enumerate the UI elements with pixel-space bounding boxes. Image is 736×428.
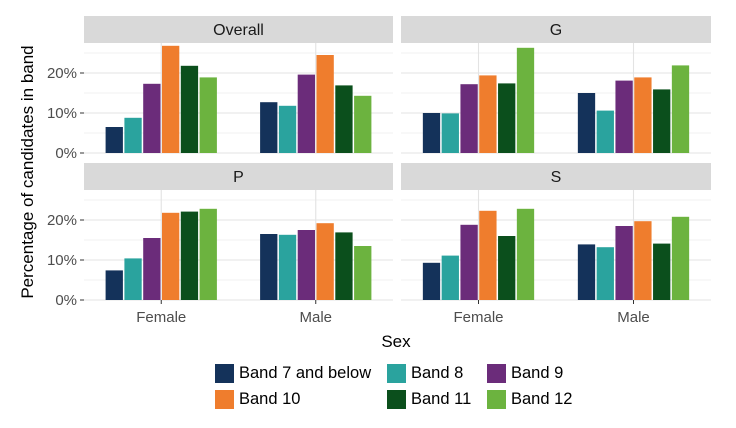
legend-swatch bbox=[215, 389, 234, 409]
bar bbox=[316, 55, 334, 153]
x-tick-label: Female bbox=[136, 309, 186, 326]
facet-strip bbox=[401, 16, 711, 43]
bar bbox=[460, 84, 478, 153]
legend-item: Band 8 bbox=[387, 362, 487, 384]
facet-panel: G bbox=[401, 16, 711, 154]
legend-item: Band 10 bbox=[215, 388, 387, 410]
bar bbox=[260, 234, 278, 300]
bar bbox=[335, 85, 353, 153]
bar bbox=[516, 208, 535, 300]
legend-swatch bbox=[487, 363, 506, 383]
y-tick-label: 20% bbox=[47, 65, 77, 82]
facet-panel: Overall 0% 10% 20% bbox=[47, 16, 393, 162]
bar bbox=[671, 216, 690, 300]
bar bbox=[516, 47, 535, 153]
bar bbox=[199, 77, 217, 153]
legend-swatch bbox=[487, 389, 506, 409]
bar bbox=[297, 74, 315, 153]
bar bbox=[297, 230, 315, 300]
bar bbox=[634, 221, 652, 300]
x-tick-label: Male bbox=[299, 309, 332, 326]
y-tick-label: 10% bbox=[47, 105, 77, 122]
legend-item: Band 9 bbox=[487, 362, 595, 384]
facet-panel: P 0% 10% 20% Female Male bbox=[47, 163, 393, 326]
x-tick-label: Female bbox=[453, 309, 503, 326]
y-axis-title: Percentage of candidates in band bbox=[18, 45, 37, 298]
y-tick-label: 0% bbox=[55, 292, 77, 309]
facet-panel: S Female Male bbox=[401, 163, 711, 326]
bar bbox=[260, 102, 278, 153]
bar bbox=[577, 93, 596, 153]
bar bbox=[422, 262, 441, 300]
bar bbox=[143, 83, 161, 153]
bar bbox=[422, 113, 441, 153]
legend-label: Band 11 bbox=[411, 389, 472, 408]
legend-label: Band 12 bbox=[511, 389, 573, 408]
bar bbox=[180, 211, 199, 300]
bar bbox=[162, 212, 180, 300]
bar bbox=[180, 65, 199, 153]
x-axis-title: Sex bbox=[381, 332, 411, 351]
bar bbox=[278, 234, 297, 300]
legend-item: Band 12 bbox=[487, 388, 595, 410]
bar bbox=[354, 95, 372, 153]
bar bbox=[498, 83, 516, 153]
bar bbox=[653, 243, 671, 300]
bar bbox=[124, 117, 142, 153]
legend-label: Band 9 bbox=[511, 363, 564, 382]
bar bbox=[105, 270, 123, 300]
x-tick-label: Male bbox=[617, 309, 650, 326]
bar bbox=[577, 244, 596, 300]
faceted-bar-chart: Percentage of candidates in band Sex Ove… bbox=[18, 16, 711, 351]
bar bbox=[596, 247, 614, 300]
bar bbox=[354, 246, 372, 300]
facet-strip bbox=[84, 163, 393, 190]
bar bbox=[441, 255, 459, 300]
bar bbox=[634, 77, 652, 153]
bar bbox=[143, 238, 161, 300]
legend-swatch bbox=[215, 363, 234, 383]
facet-title: S bbox=[551, 169, 562, 186]
legend-label: Band 8 bbox=[411, 363, 464, 382]
facet-strip bbox=[401, 163, 711, 190]
bar bbox=[596, 110, 614, 153]
y-tick-label: 10% bbox=[47, 252, 77, 269]
bar bbox=[479, 210, 497, 300]
legend-swatch bbox=[387, 363, 406, 383]
legend-label: Band 10 bbox=[239, 389, 301, 408]
facet-title: G bbox=[550, 22, 562, 39]
y-tick-label: 0% bbox=[55, 145, 77, 162]
bar bbox=[124, 258, 142, 300]
facet-title: P bbox=[233, 169, 244, 186]
legend-item: Band 11 bbox=[387, 388, 487, 410]
legend-swatch bbox=[387, 389, 406, 409]
bar bbox=[335, 232, 353, 300]
facet-strip bbox=[84, 16, 393, 43]
facet-title: Overall bbox=[213, 22, 264, 39]
bar bbox=[316, 223, 334, 300]
bar bbox=[671, 65, 690, 153]
bar bbox=[105, 127, 123, 153]
legend-label: Band 7 and below bbox=[239, 363, 372, 382]
bar bbox=[278, 105, 297, 153]
bar bbox=[441, 113, 459, 153]
bar bbox=[498, 236, 516, 300]
legend: Band 7 and below Band 8 Band 9 Band 10 Band … bbox=[215, 362, 595, 410]
legend-item: Band 7 and below bbox=[215, 362, 387, 384]
bar bbox=[615, 226, 633, 300]
bar bbox=[479, 75, 497, 153]
bar bbox=[162, 45, 180, 153]
bar bbox=[199, 208, 217, 300]
bar bbox=[460, 224, 478, 300]
y-tick-label: 20% bbox=[47, 212, 77, 229]
bar bbox=[653, 89, 671, 153]
bar bbox=[615, 80, 633, 153]
